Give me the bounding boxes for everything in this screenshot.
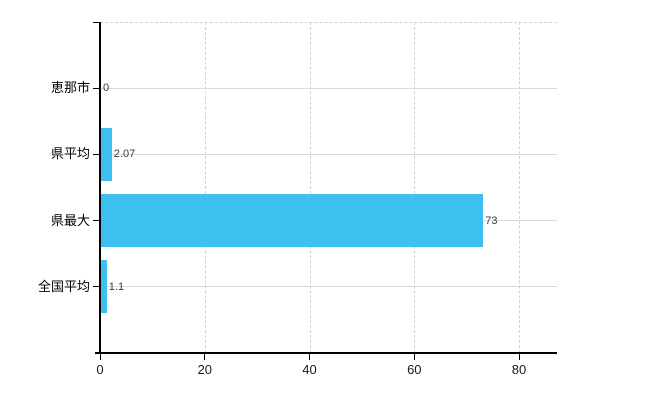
- bar-value-label: 73: [485, 214, 498, 227]
- x-tick-label: 20: [197, 362, 213, 377]
- x-axis-tick: [518, 354, 520, 360]
- bar: [101, 260, 107, 314]
- plot-area: 0 2.07 73 1.1: [100, 22, 557, 353]
- x-axis-line: [95, 352, 557, 354]
- bar-value-label: 0: [103, 82, 110, 95]
- gridline-horizontal: [100, 153, 557, 155]
- gridline-vertical: [519, 22, 520, 353]
- category-label: 恵那市: [50, 80, 90, 96]
- category-label: 全国平均: [37, 278, 90, 294]
- y-axis-tick: [93, 87, 100, 89]
- gridline-vertical: [309, 22, 311, 353]
- y-axis-tick: [93, 153, 100, 155]
- y-axis-tick: [93, 22, 100, 23]
- y-axis-tick: [93, 286, 100, 288]
- y-axis-line: [99, 22, 101, 354]
- category-label: 県最大: [50, 212, 90, 228]
- gridline-vertical: [204, 22, 206, 353]
- bar: [101, 194, 484, 248]
- bar: [101, 127, 112, 181]
- x-tick-label: 40: [302, 362, 317, 377]
- category-label: 県平均: [50, 146, 90, 162]
- gridline-horizontal: [100, 87, 557, 89]
- gridline-horizontal: [100, 286, 557, 288]
- x-tick-label: 60: [407, 362, 422, 377]
- x-axis-tick: [204, 354, 206, 360]
- x-axis-tick: [99, 354, 101, 360]
- plot-top-border: [100, 22, 557, 23]
- x-axis-tick: [413, 354, 415, 360]
- bar-value-label: 2.07: [113, 148, 136, 161]
- x-tick-label: 80: [511, 362, 527, 377]
- x-axis-tick: [309, 354, 310, 360]
- y-axis-tick: [93, 220, 100, 222]
- x-tick-label: 0: [96, 362, 104, 377]
- bar-value-label: 1.1: [108, 280, 125, 293]
- gridline-vertical: [414, 22, 416, 353]
